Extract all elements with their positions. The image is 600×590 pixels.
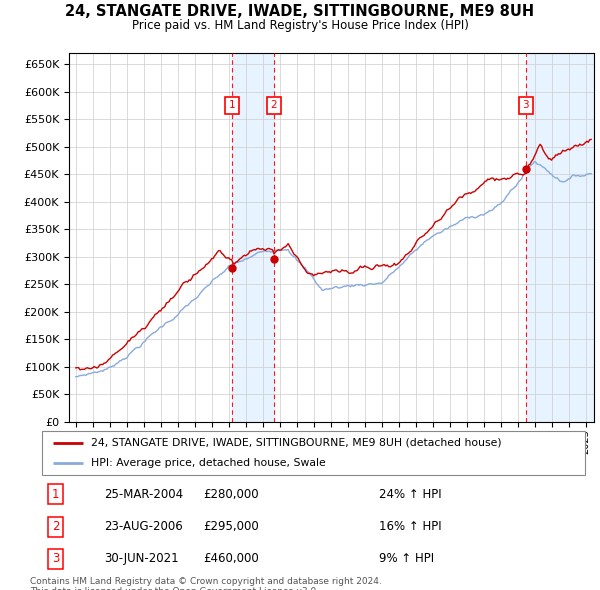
Bar bbox=[232, 53, 274, 422]
Text: 30-JUN-2021: 30-JUN-2021 bbox=[104, 552, 179, 565]
Text: 3: 3 bbox=[52, 552, 59, 565]
Text: 2: 2 bbox=[52, 520, 59, 533]
Text: 9% ↑ HPI: 9% ↑ HPI bbox=[379, 552, 434, 565]
Text: HPI: Average price, detached house, Swale: HPI: Average price, detached house, Swal… bbox=[91, 458, 326, 468]
Text: 2: 2 bbox=[270, 100, 277, 110]
FancyBboxPatch shape bbox=[42, 431, 585, 475]
Text: Price paid vs. HM Land Registry's House Price Index (HPI): Price paid vs. HM Land Registry's House … bbox=[131, 19, 469, 32]
Bar bbox=[526, 53, 594, 422]
Text: 24% ↑ HPI: 24% ↑ HPI bbox=[379, 488, 441, 501]
Text: 1: 1 bbox=[52, 488, 59, 501]
Text: £460,000: £460,000 bbox=[203, 552, 259, 565]
Text: 24, STANGATE DRIVE, IWADE, SITTINGBOURNE, ME9 8UH (detached house): 24, STANGATE DRIVE, IWADE, SITTINGBOURNE… bbox=[91, 438, 502, 448]
Text: 3: 3 bbox=[523, 100, 529, 110]
Text: 1: 1 bbox=[229, 100, 236, 110]
Text: Contains HM Land Registry data © Crown copyright and database right 2024.
This d: Contains HM Land Registry data © Crown c… bbox=[30, 577, 382, 590]
Text: 23-AUG-2006: 23-AUG-2006 bbox=[104, 520, 183, 533]
Text: 24, STANGATE DRIVE, IWADE, SITTINGBOURNE, ME9 8UH: 24, STANGATE DRIVE, IWADE, SITTINGBOURNE… bbox=[65, 4, 535, 19]
Text: £295,000: £295,000 bbox=[203, 520, 259, 533]
Text: 25-MAR-2004: 25-MAR-2004 bbox=[104, 488, 184, 501]
Text: £280,000: £280,000 bbox=[203, 488, 259, 501]
Text: 16% ↑ HPI: 16% ↑ HPI bbox=[379, 520, 441, 533]
